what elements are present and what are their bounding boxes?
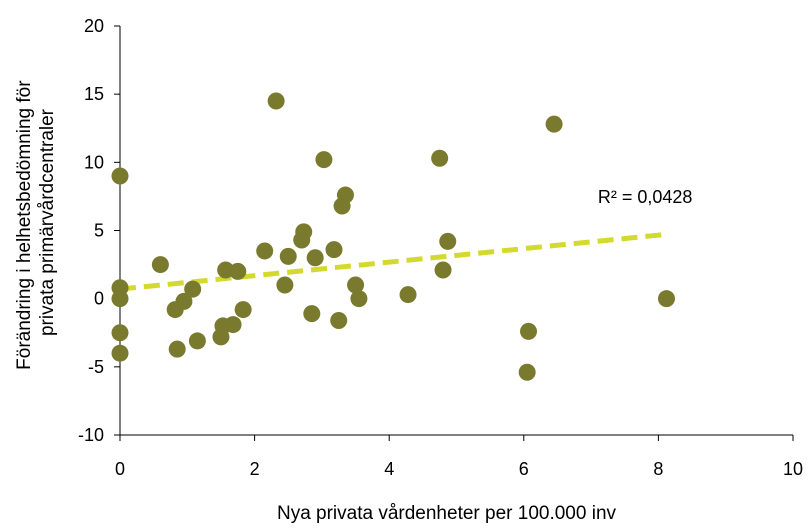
data-point: [315, 151, 333, 169]
data-point: [657, 290, 675, 308]
y-axis-title: Förändring i helhetsbedömning för privat…: [14, 75, 58, 370]
data-point: [111, 290, 129, 308]
x-tick-label: 2: [250, 459, 260, 479]
x-axis-title: Nya privata vårdenheter per 100.000 inv: [277, 503, 617, 524]
data-point: [295, 223, 313, 241]
data-point: [545, 115, 563, 133]
data-point: [350, 290, 368, 308]
data-point: [111, 167, 129, 185]
y-tick-label: 20: [84, 16, 104, 36]
y-tick-label: -5: [88, 357, 104, 377]
data-point: [518, 363, 536, 381]
x-tick-label: 0: [115, 459, 125, 479]
data-point: [279, 247, 297, 265]
x-tick-label: 6: [519, 459, 529, 479]
data-point: [330, 311, 348, 329]
y-axis-title-line-2: privata primärvårdcentraler: [37, 108, 58, 336]
data-point: [431, 149, 449, 167]
r-squared-label: R² = 0,0428: [598, 187, 693, 207]
data-point: [306, 249, 324, 267]
data-point: [303, 305, 321, 323]
y-tick-label: 0: [94, 289, 104, 309]
y-tick-label: 10: [84, 152, 104, 172]
data-point: [347, 276, 365, 294]
data-point: [336, 186, 354, 204]
data-point: [168, 340, 186, 358]
data-point: [325, 241, 343, 259]
data-point: [256, 242, 274, 260]
trendline: [119, 231, 667, 292]
x-tick-label: 4: [384, 459, 394, 479]
data-point: [111, 344, 129, 362]
data-point: [175, 292, 193, 310]
data-point: [224, 316, 242, 334]
tick-labels: -10 -5 0 5 10 15 20 0 2 4 6 8 10: [78, 16, 803, 479]
data-point: [188, 332, 206, 350]
data-point: [111, 324, 129, 342]
y-tick-label: 5: [94, 221, 104, 241]
data-points: [111, 92, 675, 381]
trendline-group: [119, 231, 667, 292]
data-point: [151, 256, 169, 274]
axes: [114, 25, 794, 441]
data-point: [234, 301, 252, 319]
y-tick-label: 15: [84, 84, 104, 104]
data-point: [276, 276, 294, 294]
data-point: [399, 286, 417, 304]
y-axis-title-line-1: Förändring i helhetsbedömning för: [14, 80, 35, 370]
data-point: [520, 322, 538, 340]
data-point: [267, 92, 285, 110]
x-tick-label: 8: [653, 459, 663, 479]
y-tick-label: -10: [78, 425, 104, 445]
data-point: [184, 280, 202, 298]
x-tick-label: 10: [783, 459, 803, 479]
data-point: [229, 262, 247, 280]
data-point: [434, 261, 452, 279]
data-point: [439, 232, 457, 250]
